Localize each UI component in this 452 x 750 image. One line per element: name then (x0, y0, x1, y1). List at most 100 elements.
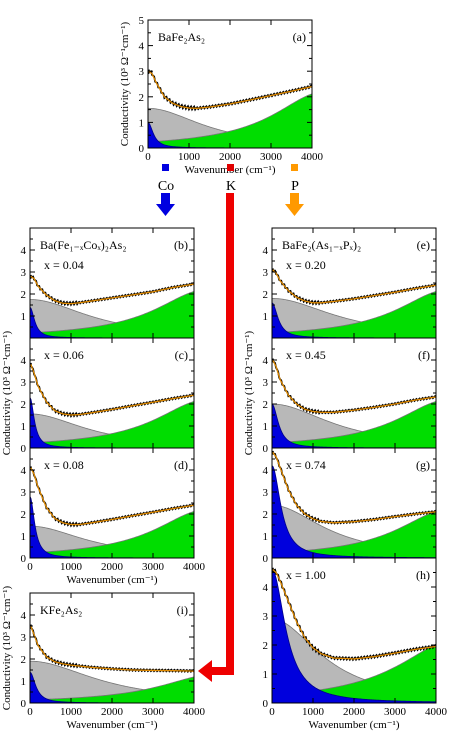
y-tick-label: 2 (21, 289, 27, 301)
y-axis-title: Conductivity (10³ Ω⁻¹cm⁻¹) (1, 585, 13, 710)
doping-value: x = 0.20 (286, 258, 326, 272)
x-tick-label: 0 (27, 561, 33, 573)
y-tick-label: 2 (263, 399, 269, 411)
y-tick-label: 3 (263, 377, 269, 389)
lorentz-area (30, 291, 194, 338)
y-tick-label: 2 (263, 289, 269, 301)
y-tick-label: 2 (263, 640, 269, 652)
x-axis-title: Wavenumber (cm⁻¹) (67, 574, 158, 586)
k-arrow (198, 193, 234, 682)
y-tick-label: 2 (21, 654, 27, 666)
y-tick-label: 4 (21, 245, 27, 257)
y-tick-label: 0 (139, 143, 145, 155)
fit-curve (272, 569, 436, 660)
y-tick-label: 3 (139, 66, 145, 78)
x-tick-label: 3000 (142, 561, 165, 573)
panel-title: Ba(Fe₁₋ₓCoₓ)₂As₂ (40, 238, 127, 252)
fit-curve (30, 275, 194, 305)
panel-h: 0 1000 2000 3000 4000 0 1 2 3 4 Wavenumber (cm⁻¹) (… (263, 557, 448, 731)
k-color-square (227, 164, 234, 171)
x-tick-label: 0 (145, 151, 151, 163)
y-tick-label: 3 (21, 487, 27, 499)
y-tick-label: 0 (263, 553, 269, 565)
y-axis-title: Conductivity (10³ Ω⁻¹cm⁻¹) (1, 330, 13, 455)
y-tick-label: 1 (139, 117, 145, 129)
fit-curve (148, 70, 312, 109)
lorentz-area (30, 676, 194, 703)
x-tick-label: 1000 (302, 706, 325, 718)
fit-curve (30, 467, 194, 526)
lorentz-area (272, 401, 436, 448)
panel-title: BaFe₂(As₁₋ₓPₓ)₂ (282, 238, 361, 252)
x-tick-label: 3000 (142, 706, 165, 718)
y-tick-label: 3 (263, 611, 269, 623)
panel-letter: (g) (416, 458, 430, 472)
x-axis-title: Wavenumber (cm⁻¹) (309, 719, 400, 731)
y-tick-label: 0 (263, 698, 269, 710)
panel-letter: (i) (177, 603, 188, 617)
x-tick-label: 3000 (260, 151, 283, 163)
y-tick-label: 1 (263, 669, 269, 681)
doping-value: x = 0.06 (44, 348, 84, 362)
fit-curve (272, 452, 436, 524)
panel-title: KFe₂As₂ (40, 603, 82, 617)
panel-f: 0 1 2 3 4 Conductivity (10³ Ω⁻¹cm⁻¹) (f) x = 0.… (243, 330, 437, 455)
y-tick-label: 2 (21, 509, 27, 521)
p-color-square (291, 164, 298, 171)
data-curve (30, 624, 194, 674)
data-curve (30, 362, 194, 418)
p-label: P (291, 179, 299, 194)
panel-i: 0 1000 2000 3000 4000 0 1 2 3 4 Wavenumber (cm⁻¹) C… (1, 585, 206, 731)
data-curve (30, 466, 194, 528)
plot-area-f (272, 358, 436, 448)
plot-area-c (30, 362, 194, 448)
x-tick-label: 1000 (60, 706, 83, 718)
panel-letter: (a) (293, 30, 306, 44)
doping-value: x = 0.08 (44, 458, 84, 472)
y-tick-label: 4 (263, 582, 269, 594)
p-arrow (285, 193, 304, 216)
x-tick-label: 1000 (178, 151, 201, 163)
y-tick-label: 5 (139, 15, 145, 27)
y-tick-label: 0 (263, 443, 269, 455)
panel-g: 0 1 2 3 4 (g) x = 0.74 (263, 447, 437, 565)
y-tick-label: 0 (21, 443, 27, 455)
plot-area-i (30, 624, 194, 703)
panel-title: BaFe₂As₂ (158, 30, 205, 44)
doping-value: x = 0.04 (44, 258, 84, 272)
plot-area-g (272, 450, 436, 558)
x-tick-label: 0 (269, 706, 275, 718)
y-tick-label: 0 (21, 553, 27, 565)
y-tick-label: 4 (21, 465, 27, 477)
y-tick-label: 3 (263, 267, 269, 279)
k-label: K (226, 179, 236, 194)
y-tick-label: 1 (21, 531, 27, 543)
panel-letter: (c) (175, 348, 188, 362)
plot-area-b (30, 274, 194, 338)
lorentz-area (30, 401, 194, 448)
lorentz-area (148, 93, 312, 148)
y-tick-label: 2 (263, 509, 269, 521)
doping-value: x = 0.74 (286, 458, 326, 472)
y-tick-label: 1 (21, 311, 27, 323)
y-tick-label: 2 (139, 92, 145, 104)
dopant-arrows: Co K P (156, 164, 304, 682)
panel-letter: (b) (174, 238, 188, 252)
y-tick-label: 1 (263, 531, 269, 543)
x-tick-label: 3000 (384, 706, 407, 718)
drude-narrow-area (272, 465, 436, 558)
panel-d: 0 1000 2000 3000 4000 0 1 2 3 4 Wavenumber (cm⁻¹) (… (21, 447, 206, 586)
y-tick-label: 4 (21, 355, 27, 367)
plot-area-e (272, 268, 436, 338)
fit-curve (272, 359, 436, 414)
y-axis-title: Conductivity (10³ Ω⁻¹cm⁻¹) (119, 21, 131, 146)
y-tick-label: 4 (263, 355, 269, 367)
plot-area-h (272, 567, 436, 703)
doping-value: x = 1.00 (286, 568, 326, 582)
panel-c: 0 1 2 3 4 Conductivity (10³ Ω⁻¹cm⁻¹) (c) x = 0.… (1, 330, 195, 455)
y-tick-label: 1 (263, 421, 269, 433)
x-tick-label: 2000 (219, 151, 242, 163)
y-tick-label: 1 (21, 676, 27, 688)
